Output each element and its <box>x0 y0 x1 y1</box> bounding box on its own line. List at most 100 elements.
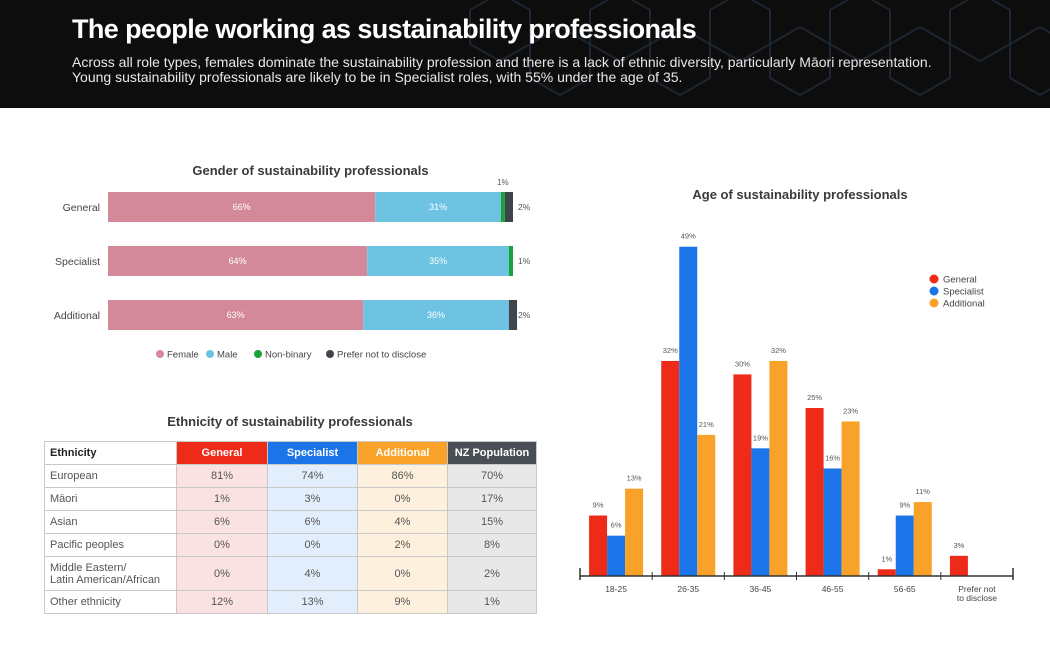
table-row: Pacific peoples 0% 0% 2% 8% <box>44 533 537 557</box>
column-header-nz-population: NZ Population <box>447 441 537 465</box>
legend-marker <box>326 350 334 358</box>
legend-marker <box>929 274 939 284</box>
data-label: 30% <box>735 359 750 368</box>
bar-additional <box>913 502 932 576</box>
data-label: 2% <box>518 202 531 212</box>
row-label: Other ethnicity <box>44 590 177 614</box>
legend-label: Additional <box>943 299 985 310</box>
age-chart: 9% 6% 13% 18-25 32% 49% 21% 26-35 30% 19% 32% 36-45… <box>579 232 1014 603</box>
cell-specialist: 0% <box>267 533 358 557</box>
row-label-line: Latin American/African <box>50 573 161 586</box>
bar-additional <box>697 434 716 576</box>
bar-male <box>367 246 509 276</box>
bar-specialist <box>607 535 626 576</box>
cell-additional: 0% <box>357 487 448 511</box>
table-row: European 81% 74% 86% 70% <box>44 464 537 488</box>
bar-female <box>108 192 376 222</box>
x-tick-label: 18-25 <box>605 584 627 594</box>
cell-general: 81% <box>176 464 268 488</box>
legend-marker <box>206 350 214 358</box>
bar-specialist <box>679 246 698 576</box>
data-label: 9% <box>593 501 604 510</box>
legend-marker <box>254 350 262 358</box>
column-header-ethnicity: Ethnicity <box>44 441 177 465</box>
row-label: Asian <box>44 510 177 534</box>
data-label: 36% <box>427 310 445 320</box>
data-label: 64% <box>229 256 247 266</box>
x-tick-label: 46-55 <box>822 584 844 594</box>
legend-label: Non-binary <box>265 350 312 361</box>
legend-marker <box>156 350 164 358</box>
legend-label: General <box>943 275 977 286</box>
table-row: Asian 6% 6% 4% 15% <box>44 510 537 534</box>
page-subtitle: Across all role types, females dominate … <box>72 54 932 85</box>
data-label: 32% <box>663 346 678 355</box>
data-label: 1% <box>881 554 892 563</box>
bar-prefer-not-to-disclose <box>504 192 513 222</box>
cell-general: 12% <box>176 590 268 614</box>
row-label: Middle Eastern/Latin American/African <box>44 556 177 591</box>
cell-general: 6% <box>176 510 268 534</box>
bar-prefer-not-to-disclose <box>508 300 518 330</box>
data-label: 66% <box>233 202 251 212</box>
bar-non-binary <box>508 246 513 276</box>
cell-nz-population: 17% <box>447 487 537 511</box>
page-title: The people working as sustainability pro… <box>72 14 697 44</box>
x-tick-label: Prefer not <box>958 584 996 594</box>
cell-nz-population: 2% <box>447 556 537 591</box>
category-label: Additional <box>54 310 100 322</box>
cell-general: 1% <box>176 487 268 511</box>
bar-additional <box>841 421 860 576</box>
data-label: 13% <box>627 474 642 483</box>
column-header-additional: Additional <box>357 441 448 465</box>
data-label: 16% <box>825 453 840 462</box>
row-label: Pacific peoples <box>44 533 177 557</box>
data-label: 25% <box>807 393 822 402</box>
cell-additional: 4% <box>357 510 448 534</box>
data-label: 31% <box>429 202 447 212</box>
data-label: 21% <box>699 420 714 429</box>
x-tick-label: 36-45 <box>750 584 772 594</box>
page-header: The people working as sustainability pro… <box>0 0 1050 108</box>
bar-general <box>661 360 680 576</box>
row-label: Māori <box>44 487 177 511</box>
cell-additional: 9% <box>357 590 448 614</box>
cell-specialist: 74% <box>267 464 358 488</box>
age-chart-title: Age of sustainability professionals <box>692 187 908 202</box>
x-tick-label: to disclose <box>957 593 997 603</box>
legend-label: Prefer not to disclose <box>337 350 426 361</box>
table-header-row: Ethnicity General Specialist Additional … <box>44 441 537 465</box>
bar-male <box>375 192 501 222</box>
data-label: 2% <box>518 310 531 320</box>
x-tick-label: 26-35 <box>677 584 699 594</box>
cell-specialist: 13% <box>267 590 358 614</box>
bar-non-binary <box>500 192 505 222</box>
legend-marker <box>929 298 939 308</box>
cell-specialist: 6% <box>267 510 358 534</box>
bar-male <box>363 300 509 330</box>
table-row: Middle Eastern/Latin American/African 0%… <box>44 556 537 591</box>
data-label: 6% <box>611 521 622 530</box>
data-label: 49% <box>681 232 696 241</box>
row-label-line: Middle Eastern/ <box>50 561 127 574</box>
gender-chart-title: Gender of sustainability professionals <box>192 163 429 178</box>
bar-additional <box>769 360 788 576</box>
data-label: 19% <box>753 433 768 442</box>
cell-nz-population: 15% <box>447 510 537 534</box>
data-label: 35% <box>429 256 447 266</box>
bar-general <box>877 569 896 576</box>
bar-general <box>949 555 968 576</box>
bar-general <box>733 374 752 576</box>
column-header-general: General <box>176 441 268 465</box>
cell-general: 0% <box>176 533 268 557</box>
cell-nz-population: 70% <box>447 464 537 488</box>
cell-additional: 86% <box>357 464 448 488</box>
bar-female <box>108 246 368 276</box>
bar-specialist <box>895 515 914 576</box>
legend-marker <box>929 286 939 296</box>
bar-female <box>108 300 364 330</box>
legend-label: Specialist <box>943 287 984 298</box>
cell-specialist: 3% <box>267 487 358 511</box>
cell-specialist: 4% <box>267 556 358 591</box>
legend-label: Female <box>167 350 199 361</box>
